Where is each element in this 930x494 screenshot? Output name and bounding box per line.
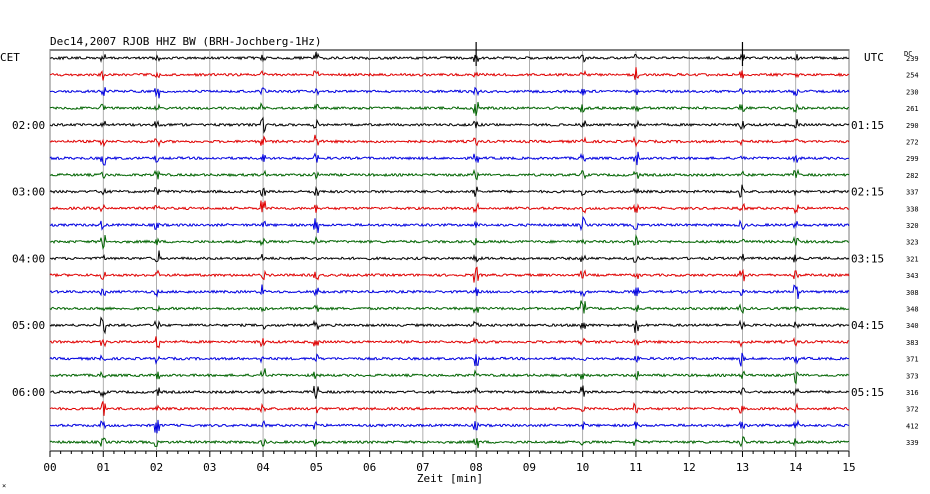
- x-tick-label: 07: [416, 461, 429, 474]
- left-timezone-label: CET: [0, 51, 20, 64]
- trace-line: [49, 250, 850, 263]
- right-hour-label: 01:15: [851, 119, 884, 132]
- trace-line: [49, 184, 850, 198]
- trace-line: [49, 336, 850, 349]
- left-hour-label: 03:00: [12, 186, 45, 199]
- x-tick-label: 00: [43, 461, 56, 474]
- left-hour-label: 04:00: [12, 252, 45, 265]
- x-tick-label: 08: [470, 461, 483, 474]
- x-tick-label: 14: [789, 461, 803, 474]
- dc-value-label: 230: [906, 88, 919, 96]
- chart-title: Dec14,2007 RJOB HHZ BW (BRH-Jochberg-1Hz…: [50, 35, 322, 48]
- dc-value-label: 299: [906, 155, 919, 163]
- dc-value-label: 308: [906, 289, 919, 297]
- x-tick-label: 15: [842, 461, 855, 474]
- dc-value-label: 383: [906, 339, 919, 347]
- trace-line: [49, 436, 850, 449]
- dc-value-label: 372: [906, 406, 919, 414]
- x-tick-label: 11: [629, 461, 642, 474]
- dc-value-label: 261: [906, 105, 919, 113]
- plot-frame: [49, 49, 850, 452]
- dc-value-label: 412: [906, 422, 919, 430]
- footer-mark: ×: [2, 482, 6, 490]
- left-hour-label: 06:00: [12, 386, 45, 399]
- dc-value-label: 339: [906, 439, 919, 447]
- trace-line: [49, 215, 850, 233]
- dc-value-label: 323: [906, 239, 919, 247]
- trace-line: [49, 352, 850, 367]
- x-tick-label: 06: [363, 461, 376, 474]
- trace-line: [49, 284, 850, 299]
- dc-value-label: 343: [906, 272, 919, 280]
- trace-line: [49, 86, 850, 99]
- x-tick-label: 04: [256, 461, 270, 474]
- dc-value-label: 348: [906, 306, 919, 314]
- dc-value-label: 373: [906, 372, 919, 380]
- x-tick-label: 09: [523, 461, 536, 474]
- right-hour-label: 03:15: [851, 252, 884, 265]
- trace-line: [49, 116, 850, 134]
- right-hour-label: 02:15: [851, 186, 884, 199]
- x-tick-label: 13: [736, 461, 749, 474]
- dc-value-label: 321: [906, 255, 919, 263]
- left-hour-label: 05:00: [12, 319, 45, 332]
- x-axis-label: Zeit [min]: [417, 472, 483, 485]
- x-tick-label: 01: [97, 461, 110, 474]
- dc-value-label: 290: [906, 122, 919, 130]
- dc-value-label: 254: [906, 72, 919, 80]
- dc-value-label: 338: [906, 205, 919, 213]
- right-hour-label: 05:15: [851, 386, 884, 399]
- trace-line: [49, 51, 850, 64]
- trace-line: [49, 168, 850, 181]
- trace-line: [49, 233, 850, 250]
- x-tick-label: 10: [576, 461, 589, 474]
- dc-value-label: 239: [906, 55, 919, 63]
- trace-line: [49, 419, 850, 434]
- dc-value-label: 272: [906, 139, 919, 147]
- trace-line: [49, 401, 850, 416]
- dc-value-label: 320: [906, 222, 919, 230]
- trace-line: [49, 67, 850, 81]
- trace-line: [49, 300, 850, 314]
- trace-line: [49, 385, 850, 399]
- x-tick-label: 12: [683, 461, 696, 474]
- trace-line: [49, 266, 850, 283]
- right-timezone-label: UTC: [864, 51, 884, 64]
- dc-value-label: 316: [906, 389, 919, 397]
- dc-value-label: 282: [906, 172, 919, 180]
- dc-header: DC: [904, 50, 912, 58]
- left-hour-label: 02:00: [12, 119, 45, 132]
- trace-line: [49, 101, 850, 116]
- x-tick-label: 05: [310, 461, 323, 474]
- dc-value-label: 337: [906, 189, 919, 197]
- right-hour-label: 04:15: [851, 319, 884, 332]
- x-tick-label: 02: [150, 461, 163, 474]
- trace-line: [49, 368, 850, 385]
- trace-line: [49, 134, 850, 148]
- x-tick-label: 03: [203, 461, 216, 474]
- trace-line: [49, 200, 850, 215]
- dc-value-label: 340: [906, 322, 919, 330]
- trace-line: [49, 151, 850, 166]
- dc-value-label: 371: [906, 356, 919, 364]
- trace-line: [49, 316, 850, 335]
